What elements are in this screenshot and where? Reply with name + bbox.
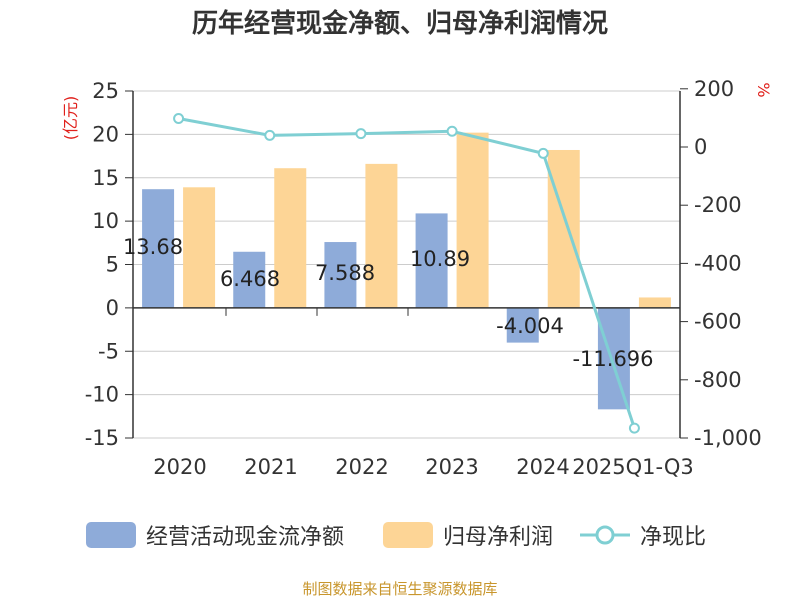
bar-cashflow <box>233 251 266 308</box>
data-labels: 13.68 6.468 7.588 10.89 -4.004 -11.696 <box>123 235 654 371</box>
left-tick-label: -10 <box>85 383 119 407</box>
page-title: 历年经营现金净额、归母净利润情况 <box>191 9 608 39</box>
ratio-point <box>355 128 367 140</box>
bars <box>142 132 671 410</box>
bar-profit <box>638 297 671 308</box>
data-label-cashflow: 10.89 <box>410 247 470 271</box>
legend-label-profit: 归母净利润 <box>443 525 554 550</box>
chart: 25 20 15 10 5 0 -5 -10 -15 200 0 -200 -400 -600 -800 -1… <box>61 77 773 479</box>
ratio-point <box>173 112 185 124</box>
left-tick-label: 15 <box>92 166 119 190</box>
legend-item-cashflow[interactable]: 经营活动现金流净额 <box>86 515 344 555</box>
ratio-line-path <box>178 117 636 429</box>
legend-swatch-cashflow <box>86 522 136 548</box>
legend-swatch-profit <box>383 522 433 548</box>
x-tick-label: 2022 <box>335 455 388 479</box>
right-tick-label: -800 <box>694 368 742 392</box>
data-label-cashflow: -4.004 <box>496 314 564 338</box>
x-tick-label: 2024 <box>516 455 569 479</box>
left-tick-label: -15 <box>85 426 119 450</box>
bar-profit <box>456 132 489 308</box>
legend-item-profit[interactable]: 归母净利润 <box>383 515 553 555</box>
right-tick-label: 0 <box>694 135 707 159</box>
right-tick-label: 200 <box>694 77 734 101</box>
right-tick-label: -200 <box>694 193 742 217</box>
bar-cashflow <box>506 307 539 343</box>
left-tick-label: -5 <box>98 339 119 363</box>
axes: 25 20 15 10 5 0 -5 -10 -15 200 0 -200 -400 -600 -800 -1… <box>61 77 773 479</box>
x-tick-label: 2025Q1-Q3 <box>572 455 694 479</box>
x-tick-label: 2021 <box>244 455 297 479</box>
legend-label-cashflow: 经营活动现金流净额 <box>146 525 345 550</box>
bar-profit <box>365 163 398 308</box>
right-tick-label: -600 <box>694 310 742 334</box>
legend: 经营活动现金流净额 归母净利润 净现比 <box>0 515 800 555</box>
bar-cashflow <box>324 242 357 308</box>
right-tick-label: -1,000 <box>694 426 762 450</box>
bar-cashflow <box>415 213 448 308</box>
left-tick-label: 5 <box>106 253 119 277</box>
left-axis-unit: (亿元) <box>61 96 80 141</box>
right-tick-label: -400 <box>694 251 742 275</box>
source-note: 制图数据来自恒生聚源数据库 <box>302 580 498 598</box>
legend-line-icon <box>580 525 630 545</box>
right-axis-unit: % <box>754 82 773 97</box>
left-tick-label: 25 <box>92 79 119 103</box>
legend-item-ratio[interactable]: 净现比 <box>580 515 706 555</box>
data-label-cashflow: 7.588 <box>315 261 375 285</box>
left-tick-label: 20 <box>92 122 119 146</box>
x-tick-label: 2023 <box>425 455 478 479</box>
legend-label-ratio: 净现比 <box>640 525 707 550</box>
x-tick-label: 2020 <box>153 455 206 479</box>
ratio-point <box>628 422 640 434</box>
data-label-cashflow: 6.468 <box>220 267 280 291</box>
ratio-point <box>537 147 549 159</box>
left-tick-label: 0 <box>106 296 119 320</box>
data-label-cashflow: -11.696 <box>572 347 653 371</box>
bar-cashflow <box>142 189 175 308</box>
bar-cashflow <box>597 307 630 410</box>
bar-profit <box>183 187 216 308</box>
bar-profit <box>547 149 580 308</box>
ratio-point <box>264 129 276 141</box>
ratio-point <box>446 125 458 137</box>
data-label-cashflow: 13.68 <box>123 235 183 259</box>
ratio-line <box>173 112 640 434</box>
bar-profit <box>274 168 307 308</box>
left-tick-label: 10 <box>92 209 119 233</box>
